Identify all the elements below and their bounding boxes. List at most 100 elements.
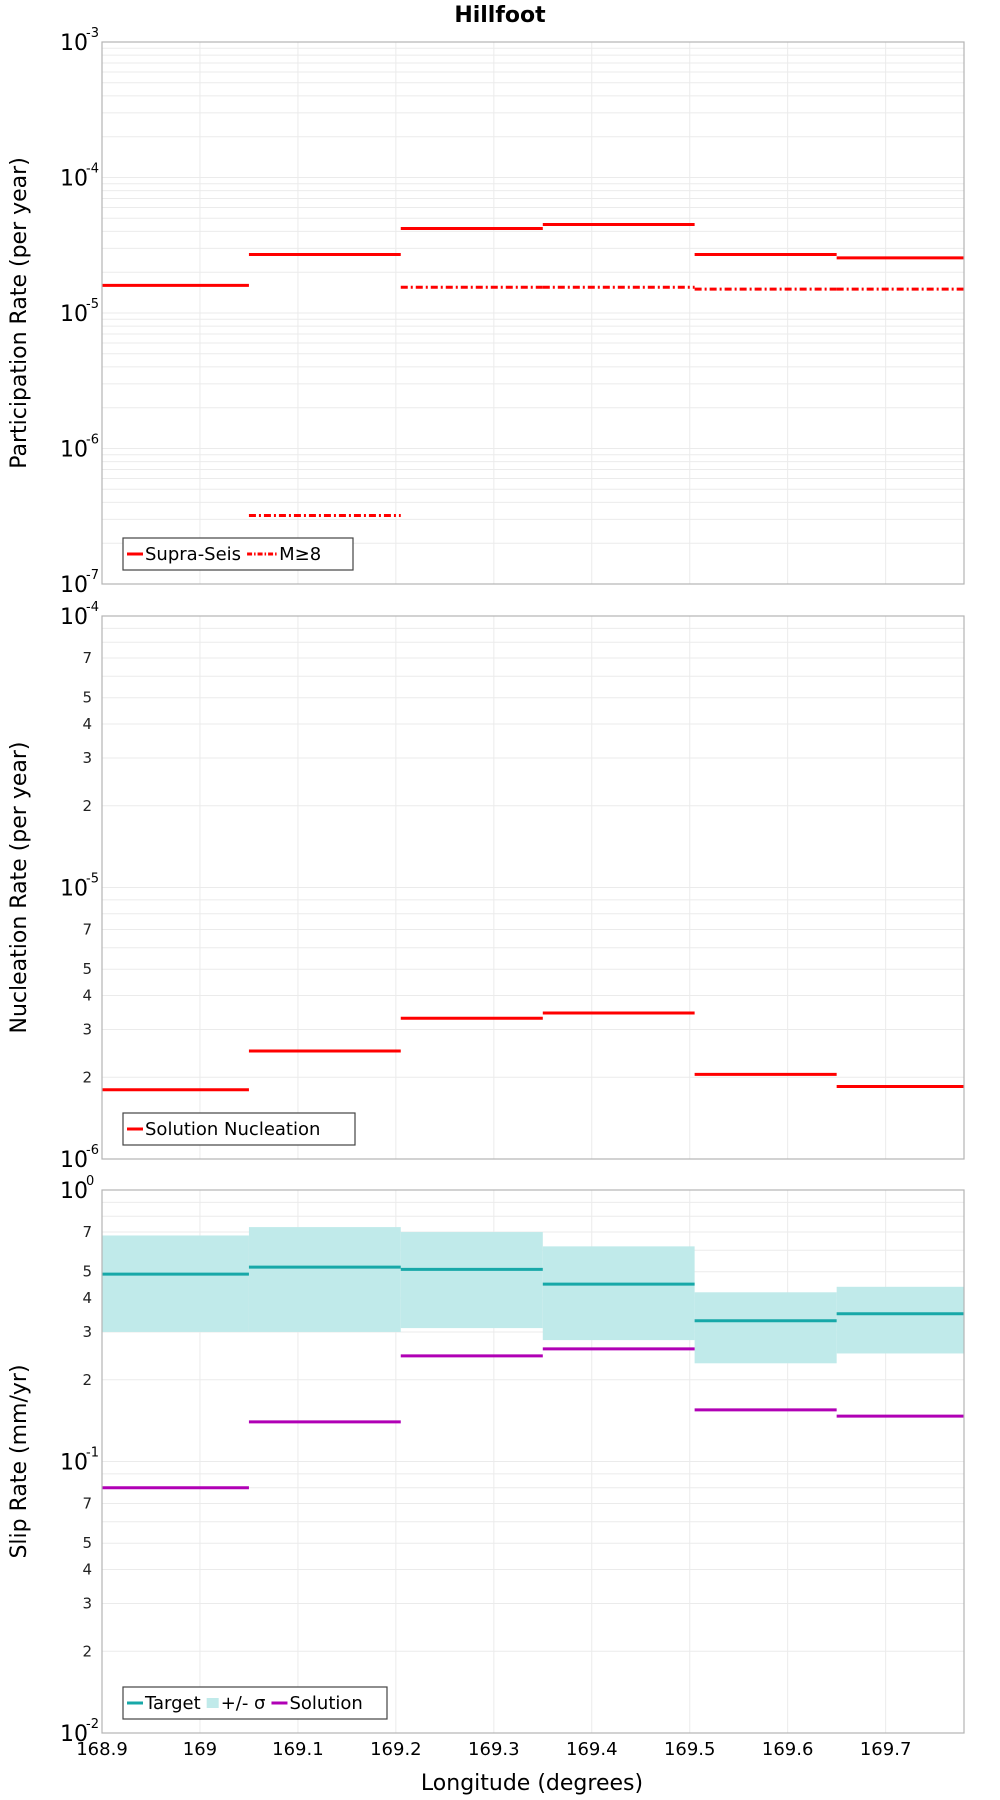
series-target (102, 1265, 964, 1323)
y-minor-tick-label: 5 (82, 1534, 92, 1552)
x-tick-label: 169.7 (860, 1739, 912, 1760)
y-tick-label: 10-2 (60, 1717, 99, 1747)
svg-text:-2: -2 (86, 1717, 99, 1732)
y-minor-tick-label: 2 (82, 797, 92, 815)
y-tick-label: 10-4 (60, 600, 99, 630)
legend-entry: M≥8 (247, 544, 321, 565)
x-tick-label: 169.1 (272, 1739, 324, 1760)
svg-text:-3: -3 (86, 26, 99, 41)
x-axis: 168.9 169 169.1 169.2 169.3 169.4 169.5 169.6 16… (76, 1739, 911, 1760)
y-tick-label: 10-1 (60, 1446, 99, 1476)
x-axis-label: Longitude (degrees) (421, 1771, 643, 1796)
y-minor-tick-label: 5 (82, 960, 92, 978)
y-minor-tick-label: 2 (82, 1068, 92, 1086)
legend-entry: Solution (271, 1693, 363, 1714)
y-minor-tick-label: 4 (82, 1289, 92, 1307)
y-minor-tick-label: 2 (82, 1642, 92, 1660)
x-tick-label: 169.4 (566, 1739, 618, 1760)
y-tick-label: 10-6 (60, 433, 99, 463)
svg-text:M≥8: M≥8 (279, 544, 321, 565)
svg-text:10: 10 (60, 302, 88, 327)
x-tick-label: 169.3 (468, 1739, 520, 1760)
svg-text:10: 10 (60, 573, 88, 598)
plot-frame (101, 41, 965, 585)
y-minor-tick-label: 3 (82, 1323, 92, 1341)
y-minor-tick-label: 4 (82, 987, 92, 1005)
plot-frame (101, 1189, 965, 1734)
svg-text:Solution Nucleation: Solution Nucleation (145, 1119, 320, 1140)
legend: Solution Nucleation (122, 1112, 356, 1146)
svg-text:10: 10 (60, 31, 88, 56)
band-segment (836, 1286, 964, 1354)
x-tick-label: 169.6 (762, 1739, 814, 1760)
legend-entry: Target (127, 1693, 201, 1714)
chart-title: Hillfoot (454, 3, 546, 28)
svg-text:-6: -6 (86, 433, 99, 448)
band-segment (248, 1227, 401, 1332)
svg-text:10: 10 (60, 438, 88, 463)
series-solution-nucleation (102, 1011, 964, 1092)
x-tick-label: 169.2 (370, 1739, 422, 1760)
y-axis-label: Participation Rate (per year) (7, 157, 32, 469)
svg-text:0: 0 (86, 1174, 94, 1189)
svg-text:10: 10 (60, 1722, 88, 1747)
y-axis-label: Nucleation Rate (per year) (7, 742, 32, 1034)
svg-text:10: 10 (60, 167, 88, 192)
svg-text:-4: -4 (86, 600, 99, 615)
y-minor-tick-label: 4 (82, 1561, 92, 1579)
svg-text:+/- σ: +/- σ (221, 1693, 266, 1714)
y-minor-tick-label: 3 (82, 749, 92, 767)
svg-text:Target: Target (144, 1693, 201, 1714)
y-minor-tick-label: 3 (82, 1594, 92, 1612)
svg-text:-5: -5 (86, 872, 99, 887)
y-minor-tick-label: 5 (82, 689, 92, 707)
y-minor-tick-label: 7 (82, 649, 92, 667)
svg-text:10: 10 (60, 877, 88, 902)
band-segment (400, 1232, 543, 1329)
y-minor-tick-label: 7 (82, 1495, 92, 1513)
legend-entry: +/- σ (206, 1693, 266, 1714)
band-segment (542, 1246, 695, 1341)
svg-text:-5: -5 (86, 297, 99, 312)
legend-entry: Solution Nucleation (127, 1119, 320, 1140)
y-minor-tick-label: 5 (82, 1263, 92, 1281)
series-supra-seis (102, 222, 964, 287)
svg-text:Solution: Solution (289, 1693, 362, 1714)
y-tick-label: 10-5 (60, 872, 99, 902)
y-tick-label: 10-6 (60, 1143, 99, 1173)
series-solution (102, 1347, 964, 1490)
svg-text:10: 10 (60, 1451, 88, 1476)
svg-text:10: 10 (60, 605, 88, 630)
svg-text:Supra-Seis: Supra-Seis (145, 544, 241, 565)
svg-text:10: 10 (60, 1148, 88, 1173)
svg-text:10: 10 (60, 1179, 88, 1204)
x-tick-label: 169 (183, 1739, 217, 1760)
y-tick-label: 10-5 (60, 297, 99, 327)
y-minor-tick-label: 3 (82, 1020, 92, 1038)
y-tick-label: 100 (60, 1174, 94, 1204)
svg-text:-1: -1 (86, 1446, 99, 1461)
y-tick-label: 10-4 (60, 162, 99, 192)
svg-text:-7: -7 (86, 568, 99, 583)
band-segment (694, 1292, 837, 1364)
y-minor-tick-label: 7 (82, 1223, 92, 1241)
series-m-8 (248, 285, 964, 518)
y-axis-label: Slip Rate (mm/yr) (7, 1364, 32, 1558)
plot-frame (101, 615, 965, 1160)
y-minor-tick-label: 7 (82, 921, 92, 939)
band-segment (102, 1235, 249, 1332)
x-tick-label: 169.5 (664, 1739, 716, 1760)
y-minor-tick-label: 2 (82, 1371, 92, 1389)
y-minor-tick-label: 4 (82, 715, 92, 733)
legend: Supra-Seis M≥8 (122, 537, 354, 571)
legend: Target +/- σ Solution (122, 1686, 388, 1720)
y-tick-label: 10-3 (60, 26, 99, 56)
x-tick-label: 168.9 (76, 1739, 128, 1760)
svg-text:-4: -4 (86, 162, 99, 177)
legend-entry: Supra-Seis (127, 544, 241, 565)
svg-text:-6: -6 (86, 1143, 99, 1158)
